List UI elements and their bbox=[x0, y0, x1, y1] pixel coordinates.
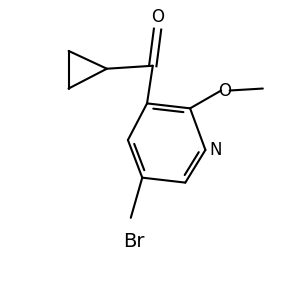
Text: O: O bbox=[151, 8, 164, 26]
Text: N: N bbox=[209, 141, 222, 159]
Text: Br: Br bbox=[123, 232, 144, 251]
Text: O: O bbox=[218, 82, 231, 100]
